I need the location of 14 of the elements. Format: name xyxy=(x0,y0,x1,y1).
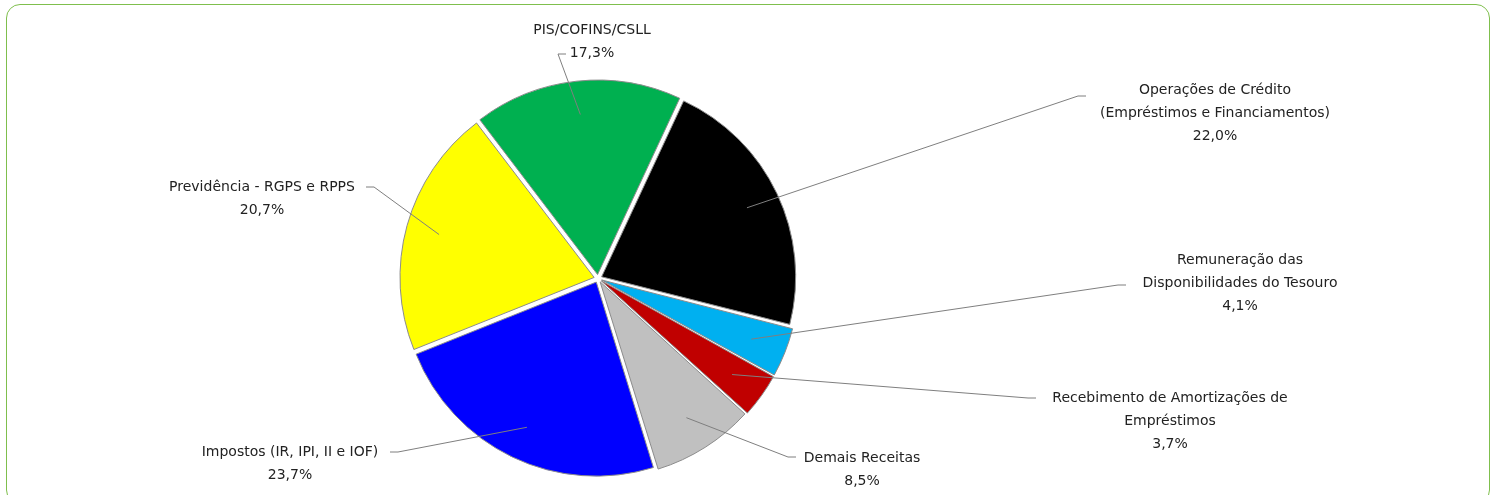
slice-label: Demais Receitas xyxy=(803,448,921,465)
data-label: 3,7% xyxy=(1152,434,1188,451)
slice-label: PIS/COFINS/CSLL xyxy=(533,20,651,37)
slice-label: Impostos (IR, IPI, II e IOF) xyxy=(201,442,379,459)
data-label: 20,7% xyxy=(239,200,285,217)
slice-label: Operações de Crédito (Empréstimos e Financiamentos) xyxy=(1100,80,1330,120)
data-label: 22,0% xyxy=(1192,126,1238,143)
slice-label: Remuneração das Disponibilidades do Tesouro xyxy=(1142,250,1338,290)
data-label: 17,3% xyxy=(569,43,615,60)
data-label: 4,1% xyxy=(1222,296,1258,313)
slice-label: Previdência - RGPS e RPPS xyxy=(169,177,356,194)
data-label: 23,7% xyxy=(267,465,313,482)
data-label: 8,5% xyxy=(844,471,880,488)
slice-label: Recebimento de Amortizações de Empréstimos xyxy=(1052,388,1288,428)
